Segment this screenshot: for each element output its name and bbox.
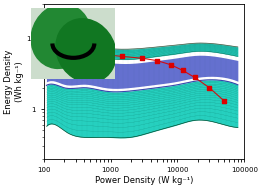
Point [105,53,110,56]
Point [222,99,226,102]
Point [155,59,159,62]
Point [120,55,124,58]
Point [181,69,185,72]
Point [82,51,86,54]
Point [68,50,72,53]
Ellipse shape [31,4,90,68]
Ellipse shape [56,19,116,83]
Y-axis label: Energy Density
(Wh kg⁻¹): Energy Density (Wh kg⁻¹) [4,49,24,114]
Point [94,52,98,55]
Point [140,57,145,60]
Point [192,76,196,79]
Point [169,63,173,66]
Point [207,86,211,89]
X-axis label: Power Density (W kg⁻¹): Power Density (W kg⁻¹) [95,176,193,185]
